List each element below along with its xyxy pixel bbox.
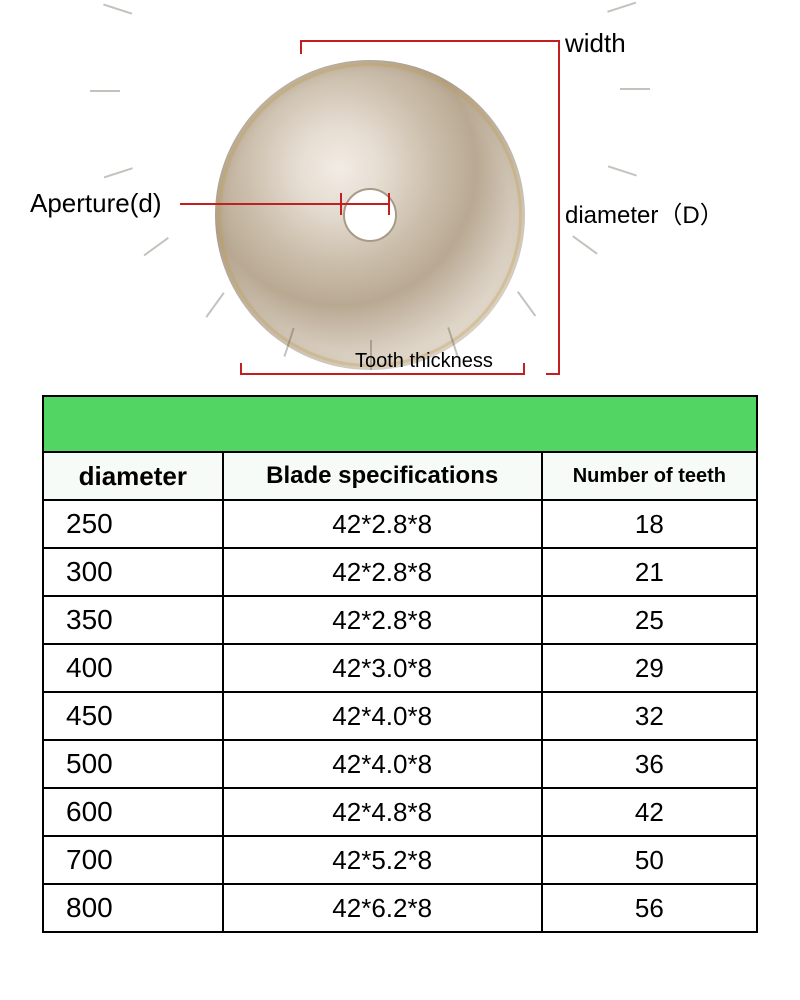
cell-diameter: 250 xyxy=(43,500,223,548)
cell-spec: 42*2.8*8 xyxy=(223,548,542,596)
blade-slot xyxy=(143,237,168,256)
diameter-label: diameter（D） xyxy=(565,195,724,230)
aperture-bracket xyxy=(180,203,390,205)
table-row: 30042*2.8*821 xyxy=(43,548,757,596)
cell-spec: 42*2.8*8 xyxy=(223,500,542,548)
blade-slot xyxy=(90,90,120,92)
table-banner-row xyxy=(43,396,757,452)
blade-slot xyxy=(620,88,650,90)
table-row: 35042*2.8*825 xyxy=(43,596,757,644)
blade-slot xyxy=(517,291,536,316)
cell-diameter: 700 xyxy=(43,836,223,884)
blade-disc xyxy=(215,60,525,370)
cell-spec: 42*4.8*8 xyxy=(223,788,542,836)
table-row: 45042*4.0*832 xyxy=(43,692,757,740)
cell-teeth: 36 xyxy=(542,740,757,788)
cell-teeth: 42 xyxy=(542,788,757,836)
table-row: 70042*5.2*850 xyxy=(43,836,757,884)
cell-diameter: 350 xyxy=(43,596,223,644)
col-header-diameter: diameter xyxy=(43,452,223,500)
cell-teeth: 50 xyxy=(542,836,757,884)
cell-spec: 42*6.2*8 xyxy=(223,884,542,932)
blade-slot xyxy=(103,3,132,14)
cell-diameter: 500 xyxy=(43,740,223,788)
cell-teeth: 29 xyxy=(542,644,757,692)
blade-slot xyxy=(104,167,133,178)
cell-spec: 42*5.2*8 xyxy=(223,836,542,884)
table-header-row: diameter Blade specifications Number of … xyxy=(43,452,757,500)
blade-slot xyxy=(607,2,636,13)
width-label: width xyxy=(565,28,626,59)
blade-diagram: width diameter（D） Aperture(d) Tooth thic… xyxy=(0,0,800,390)
cell-teeth: 21 xyxy=(542,548,757,596)
cell-spec: 42*4.0*8 xyxy=(223,692,542,740)
cell-spec: 42*3.0*8 xyxy=(223,644,542,692)
diameter-bracket xyxy=(558,40,560,375)
blade-surface xyxy=(215,60,525,370)
cell-teeth: 56 xyxy=(542,884,757,932)
blade-slot xyxy=(572,235,597,254)
table-row: 80042*6.2*856 xyxy=(43,884,757,932)
table-banner xyxy=(43,396,757,452)
tooth-thickness-bracket xyxy=(240,373,525,375)
tooth-thickness-label: Tooth thickness xyxy=(355,350,493,373)
width-bracket xyxy=(300,40,560,42)
table-row: 60042*4.8*842 xyxy=(43,788,757,836)
cell-diameter: 300 xyxy=(43,548,223,596)
blade-slot xyxy=(608,165,637,176)
cell-teeth: 25 xyxy=(542,596,757,644)
cell-teeth: 32 xyxy=(542,692,757,740)
cell-diameter: 400 xyxy=(43,644,223,692)
cell-diameter: 800 xyxy=(43,884,223,932)
aperture-label: Aperture(d) xyxy=(30,188,162,219)
specifications-table: diameter Blade specifications Number of … xyxy=(42,395,758,933)
table-row: 40042*3.0*829 xyxy=(43,644,757,692)
cell-spec: 42*2.8*8 xyxy=(223,596,542,644)
cell-teeth: 18 xyxy=(542,500,757,548)
col-header-teeth: Number of teeth xyxy=(542,452,757,500)
cell-diameter: 450 xyxy=(43,692,223,740)
table-row: 25042*2.8*818 xyxy=(43,500,757,548)
col-header-spec: Blade specifications xyxy=(223,452,542,500)
cell-spec: 42*4.0*8 xyxy=(223,740,542,788)
blade-slot xyxy=(205,292,224,317)
cell-diameter: 600 xyxy=(43,788,223,836)
table-row: 50042*4.0*836 xyxy=(43,740,757,788)
